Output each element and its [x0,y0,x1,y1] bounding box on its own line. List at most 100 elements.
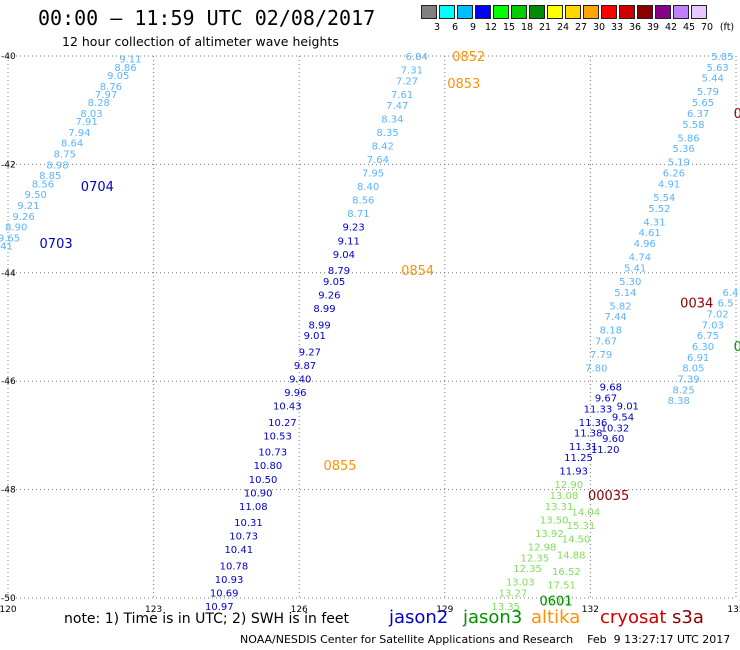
wave-height-value: 8.64 [61,139,83,150]
lon-tick-label: 129 [436,605,453,615]
wave-height-value: 5.86 [677,133,699,144]
wave-height-value: 5.63 [706,63,728,74]
wave-height-value: 5.41 [624,263,646,274]
color-scale-label: 9 [469,22,477,33]
wave-height-value: 8.79 [328,266,350,277]
wave-height-value: 4.91 [658,179,680,190]
wave-height-value: 9.11 [338,236,360,247]
wave-height-value: 17.51 [547,580,576,591]
track-jason2: 9.239.119.048.799.059.268.998.999.019.27… [205,223,365,613]
lat-tick-label: -46 [1,377,16,387]
wave-height-value: 5.44 [702,74,724,85]
wave-height-value: 6.4 [723,288,739,299]
wave-height-value: 6.5 [718,299,734,310]
wave-height-value: 9.27 [299,347,321,358]
wave-height-value: 8.38 [668,396,690,407]
lon-tick-label: 132 [582,605,599,615]
color-swatch [439,5,455,19]
wave-height-value: 7.03 [702,320,724,331]
wave-height-value: 7.02 [706,309,728,320]
color-scale-label: 36 [628,22,642,33]
wave-height-value: 5.85 [711,52,733,63]
wave-height-value: 8.71 [347,209,369,220]
color-swatch [655,5,671,19]
lat-tick-label: -42 [1,160,16,170]
wave-height-value: 10.90 [244,488,273,499]
wave-height-value: 8.99 [308,320,330,331]
wave-height-value: 4.74 [629,253,651,264]
wave-height-value: 6.75 [697,331,719,342]
wave-height-value: 7.64 [367,155,389,166]
track-jason3: 6.46.57.027.036.756.306.918.057.398.258.… [668,288,739,407]
lon-tick-label: 126 [291,605,308,615]
pass-time-label: 0034 [680,297,713,312]
wave-height-value: 8.34 [381,114,403,125]
color-swatch [601,5,617,19]
wave-height-value: 9.05 [107,71,129,82]
wave-height-value: 11.20 [591,445,620,456]
wave-height-value: 4.96 [634,239,656,250]
color-scale-label: 42 [664,22,678,33]
lon-tick-label: 120 [0,605,17,615]
wave-height-value: 13.35 [491,602,520,613]
wave-height-value: 9.87 [294,361,316,372]
wave-height-value: 10.53 [263,431,292,442]
pass-time-label: 0854 [401,264,434,279]
axis-tick-labels: 120 123 126 129 132 135 -40 -42 -44 -46 -48 -50 [0,52,740,615]
color-swatch [583,5,599,19]
color-scale-label: 39 [646,22,660,33]
wave-height-value: 9.67 [595,393,617,404]
wave-height-value: 12.90 [554,480,583,491]
wave-height-value: 10.43 [273,402,302,413]
pass-time-label: 0 [734,107,740,122]
wave-height-value: 7.95 [362,169,384,180]
wave-height-value: 10.32 [601,423,630,434]
lat-tick-label: -44 [1,269,16,279]
wave-height-value: 7.94 [68,128,90,139]
color-scale-label: 70 [700,22,714,33]
wave-height-value: 12.35 [513,564,542,575]
pass-time-label: 0853 [447,77,480,92]
wave-height-value: 4.61 [639,228,661,239]
wave-height-value: 7.67 [595,337,617,348]
wave-height-value: 7.39 [677,374,699,385]
color-scale-label: 15 [502,22,516,33]
wave-height-value: 12.98 [528,543,557,554]
pass-time-label: 0852 [452,50,485,65]
wave-height-value: 8.85 [39,171,61,182]
credit-line: NOAA/NESDIS Center for Satellite Applica… [240,633,731,646]
color-scale-label: 6 [451,22,459,33]
lat-tick-label: -40 [1,52,16,62]
wave-height-value: 8.42 [372,141,394,152]
color-swatch [475,5,491,19]
color-swatch [529,5,545,19]
track-jason2: 9.118.869.058.767.978.288.037.917.948.64… [0,55,141,253]
lat-tick-label: -48 [1,486,16,496]
color-scale-label: (ft) [719,22,735,33]
wave-height-value: 7.79 [590,350,612,361]
color-scale-label: 33 [610,22,624,33]
pass-time-labels: 0703 0704 0852 0853 0854 0855 0034 0 060 0601 0003… [40,50,740,610]
wave-height-value: 8.75 [54,150,76,161]
wave-height-value: 10.93 [215,575,244,586]
track-jason3: 5.855.635.44 5.795.656.375.58 5.865.36 5.19… [585,52,733,375]
wave-height-value: 7.44 [605,312,627,323]
pass-time-label: 0704 [81,180,114,195]
lon-tick-label: 135 [727,605,740,615]
wave-height-value: 10.31 [234,518,263,529]
wave-height-value: 8.35 [376,128,398,139]
wave-height-value: 9.26 [318,290,340,301]
color-scale-label: 45 [682,22,696,33]
lon-tick-label: 123 [145,605,162,615]
wave-height-value: 8.18 [600,326,622,337]
wave-height-value: 7.47 [386,101,408,112]
pass-time-label: 0601 [539,595,572,610]
wave-height-value: 13.31 [545,502,574,513]
wave-height-value: 10.78 [220,561,249,572]
color-scale-label: 18 [520,22,534,33]
wave-height-value: 7.31 [401,66,423,77]
wave-height-value: 8.03 [80,109,102,120]
legend-altika: altika [531,607,581,628]
color-swatch [493,5,509,19]
